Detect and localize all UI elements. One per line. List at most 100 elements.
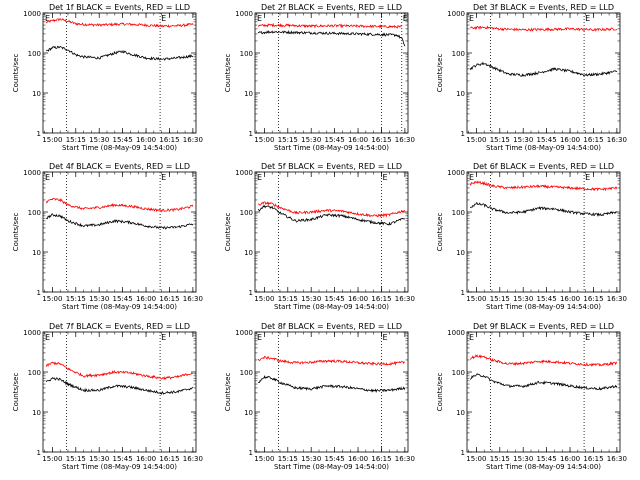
chart-title: Det 2f BLACK = Events, RED = LLD — [261, 3, 402, 12]
x-tick-label: 16:00 — [560, 295, 580, 303]
y-tick-label: 1 — [37, 130, 41, 138]
x-tick-label: 16:15 — [159, 455, 179, 463]
y-tick-label: 100 — [28, 50, 41, 58]
x-tick-label: 15:45 — [113, 136, 133, 144]
plot-frame — [254, 331, 409, 453]
e-marker: E — [469, 333, 474, 342]
e-marker: E — [257, 173, 262, 182]
x-tick-label: 16:30 — [607, 295, 627, 303]
series-line-events-black — [46, 45, 194, 62]
y-tick-label: 1 — [37, 289, 41, 297]
x-tick-label: 16:00 — [136, 455, 156, 463]
x-tick-label: 16:15 — [159, 136, 179, 144]
series-line-events-black — [257, 29, 406, 47]
e-marker: E — [585, 14, 590, 23]
y-axis-label: Counts/sec — [224, 373, 232, 412]
x-tick-label: 15:00 — [42, 295, 62, 303]
x-axis-label: Start Time (08-May-09 14:54:00) — [486, 144, 601, 152]
x-tick-label: 16:15 — [371, 295, 391, 303]
y-tick-label: 1 — [461, 130, 465, 138]
x-tick-label: 16:00 — [560, 136, 580, 144]
y-tick-label: 1 — [249, 289, 253, 297]
x-tick-label: 15:30 — [301, 295, 321, 303]
x-tick-label: 15:15 — [66, 455, 86, 463]
series-line-lld-red — [45, 197, 194, 213]
y-tick-label: 1000 — [235, 10, 253, 18]
chart-title: Det 7f BLACK = Events, RED = LLD — [49, 322, 190, 331]
y-tick-label: 100 — [28, 369, 41, 377]
x-axis-label: Start Time (08-May-09 14:54:00) — [486, 303, 601, 311]
chart-title: Det 3f BLACK = Events, RED = LLD — [473, 3, 614, 12]
x-tick-label: 15:15 — [278, 295, 298, 303]
x-tick-label: 15:00 — [466, 136, 486, 144]
x-tick-label: 16:15 — [583, 136, 603, 144]
y-tick-label: 1000 — [447, 10, 465, 18]
y-tick-label: 10 — [244, 249, 253, 257]
y-axis-label: Counts/sec — [436, 213, 444, 252]
e-marker: E — [257, 333, 262, 342]
x-axis-label: Start Time (08-May-09 14:54:00) — [62, 303, 177, 311]
x-tick-label: 15:45 — [113, 455, 133, 463]
x-axis-label: Start Time (08-May-09 14:54:00) — [62, 463, 177, 471]
y-axis-label: Counts/sec — [12, 373, 20, 412]
y-tick-label: 100 — [240, 50, 253, 58]
y-tick-label: 1000 — [447, 169, 465, 177]
series-line-events-black — [257, 204, 406, 226]
y-tick-label: 1000 — [23, 10, 41, 18]
x-tick-label: 15:15 — [278, 455, 298, 463]
series-line-events-black — [469, 373, 618, 391]
e-marker: E — [585, 333, 590, 342]
x-tick-label: 15:45 — [113, 295, 133, 303]
y-tick-label: 100 — [452, 50, 465, 58]
y-tick-label: 1000 — [23, 169, 41, 177]
series-line-lld-red — [470, 354, 618, 367]
e-marker: E — [382, 173, 387, 182]
x-axis-label: Start Time (08-May-09 14:54:00) — [274, 463, 389, 471]
x-tick-label: 15:45 — [537, 136, 557, 144]
series-line-lld-red — [257, 22, 402, 29]
y-tick-label: 100 — [240, 209, 253, 217]
x-tick-label: 15:15 — [66, 295, 86, 303]
y-tick-label: 1000 — [235, 169, 253, 177]
e-marker: E — [585, 173, 590, 182]
e-marker: E — [45, 333, 50, 342]
x-tick-label: 15:00 — [466, 295, 486, 303]
y-tick-label: 1 — [461, 289, 465, 297]
e-marker: E — [403, 14, 408, 23]
x-tick-label: 15:15 — [490, 295, 510, 303]
y-tick-label: 10 — [32, 249, 41, 257]
x-tick-label: 16:15 — [159, 295, 179, 303]
x-tick-label: 15:45 — [325, 295, 345, 303]
x-tick-label: 16:30 — [183, 136, 203, 144]
y-tick-label: 10 — [456, 249, 465, 257]
y-tick-label: 1 — [249, 449, 253, 457]
y-axis-label: Counts/sec — [224, 54, 232, 93]
chart-title: Det 4f BLACK = Events, RED = LLD — [49, 162, 190, 171]
x-tick-label: 16:30 — [607, 136, 627, 144]
x-tick-label: 15:00 — [42, 136, 62, 144]
series-line-events-black — [46, 213, 194, 230]
e-marker: E — [45, 14, 50, 23]
chart-title: Det 8f BLACK = Events, RED = LLD — [261, 322, 402, 331]
series-line-lld-red — [258, 201, 406, 218]
x-tick-label: 15:30 — [89, 295, 109, 303]
x-tick-label: 15:45 — [537, 295, 557, 303]
x-tick-label: 15:15 — [278, 136, 298, 144]
x-tick-label: 16:15 — [371, 455, 391, 463]
y-tick-label: 1 — [461, 449, 465, 457]
plot-frame — [466, 12, 621, 134]
y-axis-label: Counts/sec — [224, 213, 232, 252]
x-tick-label: 16:30 — [183, 295, 203, 303]
x-axis-label: Start Time (08-May-09 14:54:00) — [486, 463, 601, 471]
x-tick-label: 15:30 — [513, 295, 533, 303]
e-marker: E — [161, 173, 166, 182]
x-tick-label: 16:00 — [136, 295, 156, 303]
y-tick-label: 10 — [244, 409, 253, 417]
series-line-lld-red — [470, 25, 618, 32]
e-marker: E — [161, 14, 166, 23]
y-tick-label: 100 — [240, 369, 253, 377]
y-tick-label: 1 — [37, 449, 41, 457]
chart-title: Det 6f BLACK = Events, RED = LLD — [473, 162, 614, 171]
x-tick-label: 15:00 — [254, 455, 274, 463]
